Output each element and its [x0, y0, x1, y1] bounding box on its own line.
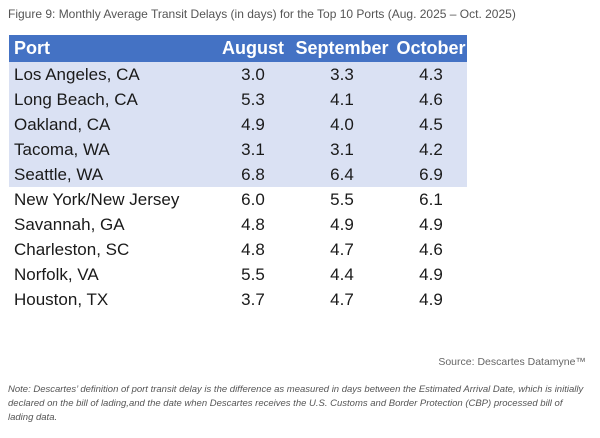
august-value-cell: 3.0 [217, 62, 289, 87]
october-value-cell: 4.9 [419, 215, 443, 234]
october-value-cell: 4.9 [419, 265, 443, 284]
table-row: Savannah, GA 4.8 4.9 4.9 [9, 212, 467, 237]
port-name-cell: Houston, TX [14, 290, 109, 309]
august-value-cell: 4.9 [217, 112, 289, 137]
september-value-cell: 4.7 [330, 240, 354, 259]
august-value-cell: 3.7 [241, 290, 265, 309]
port-name-cell: Oakland, CA [9, 112, 217, 137]
august-value-cell: 4.8 [241, 215, 265, 234]
september-value-cell: 4.7 [330, 290, 354, 309]
table-row: Oakland, CA 4.9 4.0 4.5 [9, 112, 467, 137]
table-row: Tacoma, WA 3.1 3.1 4.2 [9, 137, 467, 162]
september-value-cell: 6.4 [289, 162, 395, 187]
column-header-september: September [289, 35, 395, 62]
september-value-cell: 5.5 [330, 190, 354, 209]
august-value-cell: 5.3 [217, 87, 289, 112]
port-name-cell: Savannah, GA [14, 215, 125, 234]
september-value-cell: 4.1 [289, 87, 395, 112]
table-row: New York/New Jersey 6.0 5.5 6.1 [9, 187, 467, 212]
september-value-cell: 4.9 [330, 215, 354, 234]
footnote: Note: Descartes’ definition of port tran… [8, 384, 584, 423]
october-value-cell: 4.5 [395, 112, 467, 137]
port-name-cell: Seattle, WA [9, 162, 217, 187]
october-value-cell: 4.2 [395, 137, 467, 162]
september-value-cell: 3.3 [289, 62, 395, 87]
table-row: Los Angeles, CA 3.0 3.3 4.3 [9, 62, 467, 87]
august-value-cell: 5.5 [241, 265, 265, 284]
october-value-cell: 4.6 [395, 87, 467, 112]
port-name-cell: Tacoma, WA [9, 137, 217, 162]
october-value-cell: 4.9 [419, 290, 443, 309]
port-name-cell: Long Beach, CA [9, 87, 217, 112]
port-name-cell: Norfolk, VA [14, 265, 99, 284]
column-header-october: October [395, 35, 467, 62]
august-value-cell: 3.1 [217, 137, 289, 162]
column-header-port: Port [9, 35, 217, 62]
table-row: Charleston, SC 4.8 4.7 4.6 [9, 237, 467, 262]
figure-title: Figure 9: Monthly Average Transit Delays… [8, 7, 516, 21]
table-row: Norfolk, VA 5.5 4.4 4.9 [9, 262, 467, 287]
table-row: Seattle, WA 6.8 6.4 6.9 [9, 162, 467, 187]
october-value-cell: 6.1 [419, 190, 443, 209]
port-name-cell: Charleston, SC [14, 240, 130, 259]
port-name-cell: New York/New Jersey [14, 190, 180, 209]
september-value-cell: 3.1 [289, 137, 395, 162]
august-value-cell: 4.8 [241, 240, 265, 259]
source-credit: Source: Descartes Datamyne™ [438, 356, 586, 368]
september-value-cell: 4.0 [289, 112, 395, 137]
october-value-cell: 4.3 [395, 62, 467, 87]
september-value-cell: 4.4 [330, 265, 354, 284]
table-row: Long Beach, CA 5.3 4.1 4.6 [9, 87, 467, 112]
transit-delay-table: Port August September October Los Angele… [9, 35, 467, 312]
october-value-cell: 4.6 [419, 240, 443, 259]
column-header-august: August [217, 35, 289, 62]
august-value-cell: 6.0 [241, 190, 265, 209]
port-name-cell: Los Angeles, CA [9, 62, 217, 87]
october-value-cell: 6.9 [395, 162, 467, 187]
august-value-cell: 6.8 [217, 162, 289, 187]
table-header-row: Port August September October [9, 35, 467, 62]
table-row: Houston, TX 3.7 4.7 4.9 [9, 287, 467, 312]
